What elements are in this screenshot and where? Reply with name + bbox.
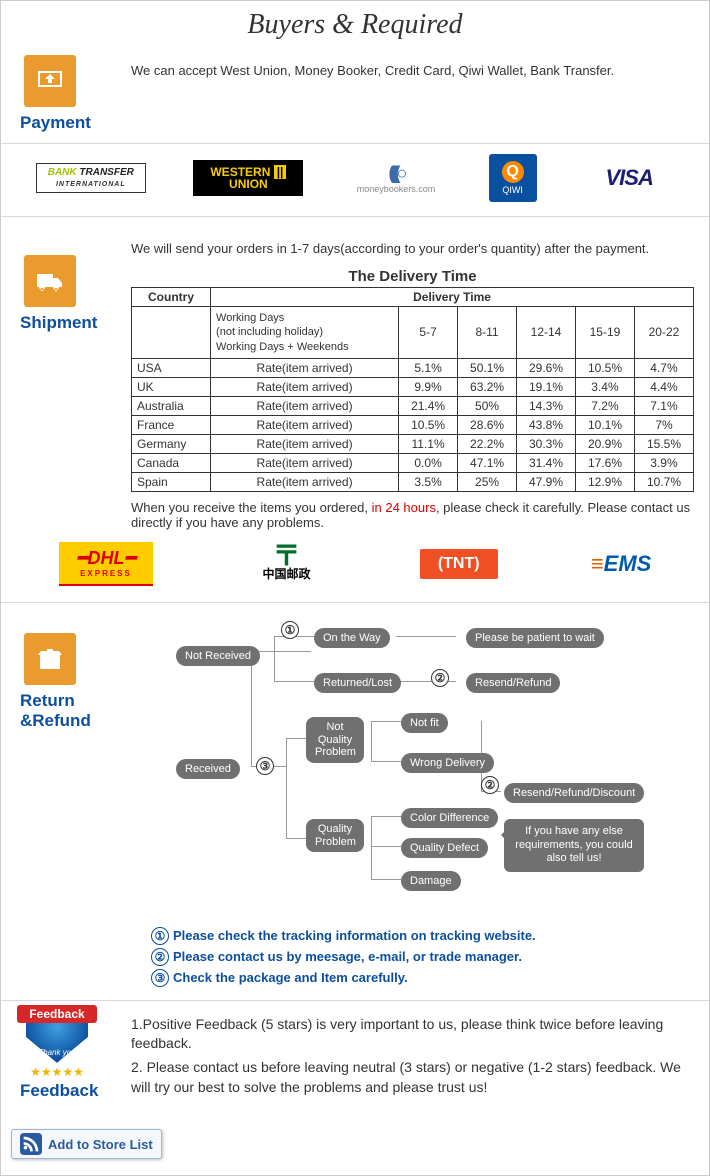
range-4: 20-22 — [634, 307, 693, 359]
delivery-table-title: The Delivery Time — [131, 268, 694, 285]
node-on-way: On the Way — [314, 628, 390, 648]
payment-logos: BANK TRANSFER INTERNATIONAL WESTERN || U… — [1, 150, 709, 217]
delivery-table: Country Delivery Time Working Days (not … — [131, 287, 694, 492]
col-delivery: Delivery Time — [211, 288, 694, 307]
add-to-store-button[interactable]: Add to Store List — [11, 1129, 162, 1159]
logo-moneybookers: ((((○ moneybookers.com — [351, 163, 441, 194]
node-not-received: Not Received — [176, 646, 260, 666]
logo-dhl: ━DHL━ EXPRESS — [59, 542, 154, 586]
logo-tnt: (TNT) — [420, 549, 498, 579]
feedback-badge-icon: Feedback Thank you ★★★★★ — [22, 1011, 92, 1079]
return-notes: ①Please check the tracking information o… — [151, 927, 694, 987]
table-row: FranceRate(item arrived)10.5%28.6%43.8%1… — [132, 415, 694, 434]
section-payment: Payment We can accept West Union, Money … — [1, 45, 709, 144]
flow-num-2b: ② — [481, 776, 499, 794]
range-1: 8-11 — [458, 307, 517, 359]
payment-text: We can accept West Union, Money Booker, … — [131, 63, 694, 78]
logo-visa: VISA — [584, 165, 674, 191]
table-row: SpainRate(item arrived)3.5%25%47.9%12.9%… — [132, 472, 694, 491]
logo-ems: ≡EMS — [591, 551, 652, 577]
add-to-store-label: Add to Store List — [48, 1137, 153, 1152]
table-row: AustraliaRate(item arrived)21.4%50%14.3%… — [132, 396, 694, 415]
return-flowchart: Not Received ① On the Way Returned/Lost … — [16, 621, 694, 921]
logo-qiwi: QQIWI — [489, 154, 537, 202]
node-color-diff: Color Difference — [401, 808, 498, 828]
node-not-fit: Not fit — [401, 713, 448, 733]
table-row: USARate(item arrived)5.1%50.1%29.6%10.5%… — [132, 358, 694, 377]
node-patient: Please be patient to wait — [466, 628, 604, 648]
flow-num-3: ③ — [256, 757, 274, 775]
node-received: Received — [176, 759, 240, 779]
shipment-intro: We will send your orders in 1-7 days(acc… — [131, 241, 694, 256]
section-return: Return &Refund — [1, 603, 709, 1001]
node-wrong-delivery: Wrong Delivery — [401, 753, 494, 773]
node-resend1: Resend/Refund — [466, 673, 560, 693]
range-3: 15-19 — [576, 307, 635, 359]
table-row: GermanyRate(item arrived)11.1%22.2%30.3%… — [132, 434, 694, 453]
flow-num-2a: ② — [431, 669, 449, 687]
node-quality-defect: Quality Defect — [401, 838, 488, 858]
node-returned: Returned/Lost — [314, 673, 401, 693]
node-damage: Damage — [401, 871, 461, 891]
node-speech: If you have any else requirements, you c… — [504, 819, 644, 872]
feedback-text-1: 1.Positive Feedback (5 stars) is very im… — [131, 1015, 694, 1054]
range-2: 12-14 — [517, 307, 576, 359]
node-not-quality: NotQualityProblem — [306, 717, 364, 763]
logo-chinapost: 〒 中国邮政 — [247, 546, 327, 583]
shipping-logos: ━DHL━ EXPRESS 〒 中国邮政 (TNT) ≡EMS — [16, 542, 694, 586]
shipment-label: Shipment — [20, 313, 131, 333]
shipment-note: When you receive the items you ordered, … — [131, 500, 694, 530]
table-row: CanadaRate(item arrived)0.0%47.1%31.4%17… — [132, 453, 694, 472]
section-feedback: Feedback Thank you ★★★★★ Feedback 1.Posi… — [1, 1001, 709, 1111]
payment-icon — [24, 55, 76, 107]
shipment-icon — [24, 255, 76, 307]
feedback-text-2: 2. Please contact us before leaving neut… — [131, 1058, 694, 1097]
feedback-label: Feedback — [20, 1081, 131, 1101]
rss-icon — [20, 1133, 42, 1155]
node-resend-discount: Resend/Refund/Discount — [504, 783, 644, 803]
logo-western-union: WESTERN || UNION — [193, 160, 303, 196]
flow-num-1: ① — [281, 621, 299, 639]
section-shipment: Shipment We will send your orders in 1-7… — [1, 223, 709, 603]
page-title: Buyers & Required — [1, 1, 709, 45]
range-0: 5-7 — [399, 307, 458, 359]
sub-header: Working Days (not including holiday) Wor… — [211, 307, 399, 359]
node-quality: QualityProblem — [306, 819, 364, 852]
payment-label: Payment — [20, 113, 131, 133]
col-country: Country — [132, 288, 211, 307]
logo-bank-transfer: BANK TRANSFER INTERNATIONAL — [36, 163, 146, 193]
table-row: UKRate(item arrived)9.9%63.2%19.1%3.4%4.… — [132, 377, 694, 396]
